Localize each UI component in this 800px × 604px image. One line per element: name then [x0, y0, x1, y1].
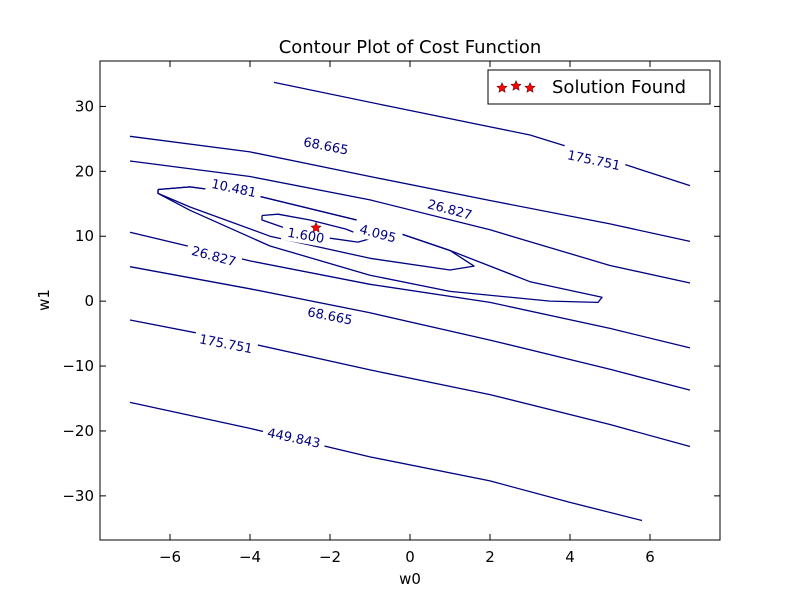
x-tick-label: −4 [239, 548, 261, 566]
y-tick-label: −20 [62, 422, 94, 440]
x-tick-label: 4 [565, 548, 575, 566]
y-tick-label: 10 [75, 227, 94, 245]
legend-star-icon [510, 79, 522, 91]
contour-line-449.843 [129, 401, 643, 522]
legend-star-icon [496, 81, 508, 93]
x-tick-label: −2 [319, 548, 341, 566]
y-tick-label: −10 [62, 357, 94, 375]
contour-line-10.481 [157, 186, 603, 304]
y-tick-label: −30 [62, 487, 94, 505]
x-tick-label: 2 [485, 548, 495, 566]
x-tick-label: 0 [405, 548, 415, 566]
contour-label-background [561, 144, 627, 176]
x-tick-label: 6 [645, 548, 655, 566]
solution-star-marker [310, 221, 322, 233]
contour-label-background [300, 301, 360, 330]
legend-box [487, 69, 711, 105]
contour-label: 1.600 [286, 226, 325, 247]
x-tick-label: −6 [159, 548, 181, 566]
contour-line-175.751 [273, 81, 691, 187]
contour-label-background [193, 328, 259, 359]
legend-marker-group [496, 79, 536, 93]
x-axis-label: w0 [399, 570, 421, 588]
y-axis-label: w1 [35, 289, 53, 311]
contour-label-background [352, 218, 404, 248]
y-tick-label: 30 [75, 97, 94, 115]
legend-label: Solution Found [552, 77, 686, 98]
chart-title: Contour Plot of Cost Function [279, 37, 542, 58]
y-tick-label: 20 [75, 162, 94, 180]
legend-star-icon [524, 81, 536, 93]
y-tick-label: 0 [84, 292, 94, 310]
contour-line-26.827 [129, 160, 691, 284]
legend: Solution Found [487, 69, 711, 105]
contour-line-68.665 [129, 266, 691, 391]
contour-label-background [184, 239, 244, 272]
contour-label-background [261, 422, 327, 453]
contour-label-background [204, 173, 264, 203]
plot-area: 1.600 4.09510.48126.82726.82768.66568.665… [62, 60, 721, 566]
contour-line-1.600 [261, 213, 371, 243]
contour-line-68.665 [129, 135, 691, 243]
contour-label-background [420, 193, 480, 225]
contour-label-background [296, 131, 356, 160]
